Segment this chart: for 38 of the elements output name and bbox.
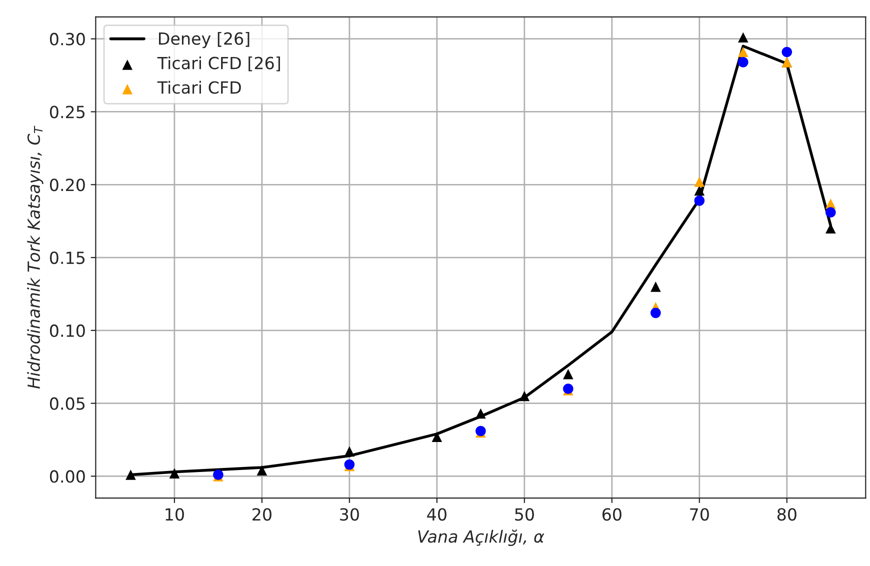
legend-label: Deney [26] bbox=[159, 32, 250, 48]
point bbox=[738, 57, 748, 68]
y-axis-title: Hidrodinamik Tork Katsayısı, C$_{T}$ bbox=[27, 126, 44, 389]
legend-label: Ticari CFD [26] bbox=[157, 56, 280, 72]
point bbox=[563, 369, 574, 380]
point bbox=[650, 282, 661, 292]
point bbox=[519, 390, 530, 402]
x-tick-label: 50 bbox=[515, 508, 534, 521]
x-tick-label: 30 bbox=[340, 508, 359, 521]
point bbox=[782, 46, 792, 58]
point bbox=[169, 468, 180, 478]
y-tick-label: 0.15 bbox=[50, 251, 85, 264]
x-tick-label: 10 bbox=[166, 508, 184, 521]
x-tick-label: 20 bbox=[252, 508, 272, 521]
point bbox=[694, 176, 705, 187]
point bbox=[126, 470, 136, 480]
point bbox=[694, 196, 705, 206]
legend-label: Ticari CFD bbox=[157, 80, 241, 94]
point bbox=[256, 465, 268, 476]
point bbox=[738, 32, 748, 43]
point bbox=[738, 46, 748, 58]
x-axis-title: Vana Açıklığı, α bbox=[418, 529, 544, 546]
x-tick-label: 80 bbox=[777, 508, 796, 521]
point bbox=[826, 207, 836, 218]
y-tick-label: 0.30 bbox=[50, 32, 85, 46]
point bbox=[650, 308, 661, 318]
x-tick-label: 70 bbox=[690, 508, 709, 521]
y-tick-label: 0.10 bbox=[50, 324, 85, 337]
y-tick-label: 0.25 bbox=[50, 106, 85, 118]
point bbox=[344, 446, 355, 457]
x-tick-label: 40 bbox=[427, 508, 446, 521]
point bbox=[476, 408, 486, 419]
y-tick-label: 0.05 bbox=[50, 397, 85, 410]
y-tick-label: 0.00 bbox=[50, 470, 85, 483]
x-tick-label: 60 bbox=[602, 508, 622, 521]
y-tick-label: 0.20 bbox=[50, 178, 85, 192]
point bbox=[432, 432, 442, 442]
point bbox=[694, 185, 705, 196]
